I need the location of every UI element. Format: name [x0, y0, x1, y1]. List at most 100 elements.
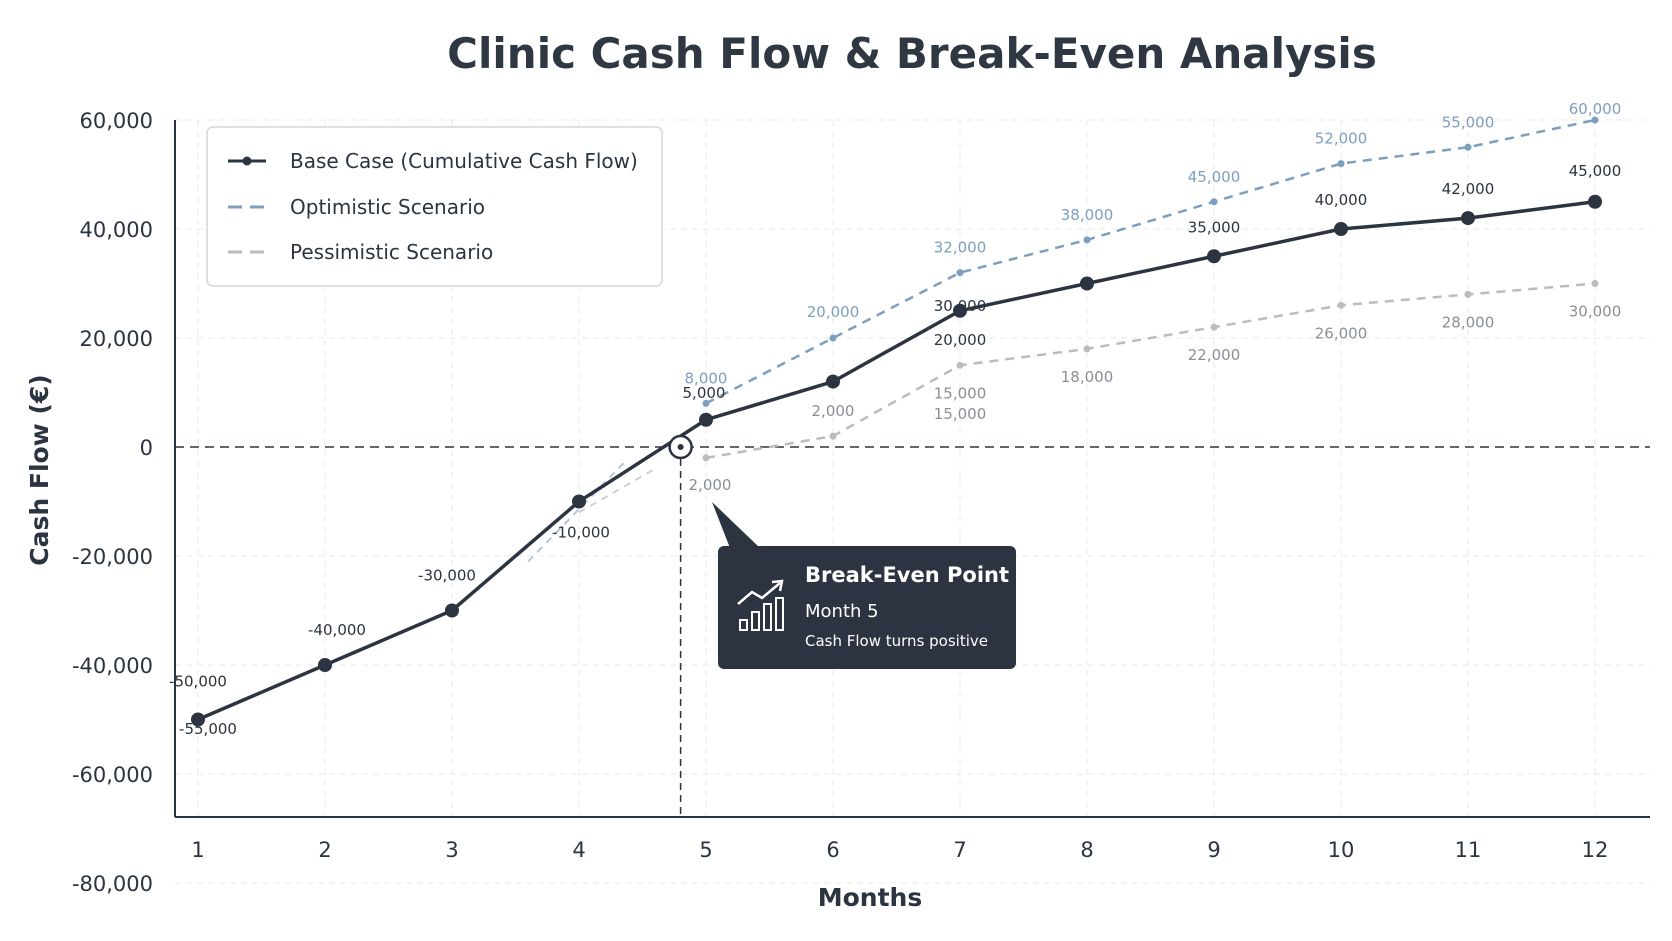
callout-pointer: [712, 502, 760, 548]
y-tick-label: 40,000: [80, 218, 153, 242]
base-case-point: [1588, 194, 1602, 209]
x-tick-label: 10: [1328, 838, 1355, 862]
icon-bar: [751, 611, 760, 631]
x-tick-label: 12: [1582, 838, 1609, 862]
y-axis-label: Cash Flow (€): [25, 374, 54, 565]
icon-bar: [763, 603, 772, 631]
break-even-callout: Break-Even Point Month 5 Cash Flow turns p…: [712, 502, 1016, 669]
x-tick-label: 11: [1455, 838, 1482, 862]
base-case-point: [826, 374, 840, 389]
icon-arrow-head: [771, 579, 784, 592]
pessimistic-data-label: 22,000: [1188, 346, 1241, 364]
optimistic-data-label: 38,000: [1061, 206, 1114, 224]
callout-title: Break-Even Point: [805, 563, 1009, 587]
base-case-data-label: 30,000: [934, 297, 987, 315]
y-tick-label: 0: [140, 436, 153, 460]
pessimistic-point: [1083, 345, 1091, 353]
pessimistic-extra-label: 15,000: [934, 405, 987, 423]
icon-bar: [775, 597, 784, 631]
base-case-data-label: 5,000: [683, 384, 726, 402]
base-case-data-label: 20,000: [934, 331, 987, 349]
icon-bar: [739, 619, 748, 631]
optimistic-point: [1591, 116, 1599, 124]
x-axis-label: Months: [818, 883, 922, 912]
base-case-data-label: -40,000: [308, 621, 366, 639]
x-tick-label: 1: [191, 838, 204, 862]
optimistic-data-label: 20,000: [807, 303, 860, 321]
base-case-point: [445, 603, 459, 618]
callout-note: Cash Flow turns positive: [805, 632, 988, 650]
base-case-data-label: 42,000: [1442, 180, 1495, 198]
optimistic-data-label: 45,000: [1188, 168, 1241, 186]
base-case-point: [318, 658, 332, 672]
x-tick-label: 4: [572, 838, 585, 862]
series-layer: [191, 116, 1602, 817]
optimistic-point: [1083, 236, 1091, 244]
break-even-marker-dot: [677, 444, 684, 450]
pessimistic-point: [1591, 280, 1599, 287]
pessimistic-lead-in: [578, 467, 656, 514]
chart-title: Clinic Cash Flow & Break-Even Analysis: [447, 29, 1377, 78]
y-tick-label: -80,000: [72, 872, 153, 896]
base-case-data-label: 45,000: [1569, 162, 1622, 180]
optimistic-point: [1464, 143, 1472, 151]
legend: Base Case (Cumulative Cash Flow) Optimist…: [206, 126, 663, 287]
y-tick-label: -40,000: [72, 654, 153, 678]
pessimistic-point: [829, 432, 837, 440]
base-case-data-label: 35,000: [1188, 218, 1241, 236]
pessimistic-point: [702, 454, 710, 462]
legend-swatch-marker: [242, 156, 252, 166]
optimistic-series-line: [705, 118, 1596, 405]
x-tick-label: 3: [445, 838, 458, 862]
y-tick-label: -60,000: [72, 763, 153, 787]
base-case-data-label: -10,000: [552, 524, 610, 542]
pessimistic-series-line: [705, 282, 1596, 460]
optimistic-point: [702, 399, 710, 407]
pessimistic-data-label: 2,000: [689, 476, 732, 494]
pessimistic-data-label: 15,000: [934, 384, 987, 402]
chart-growth-icon: [737, 579, 784, 631]
optimistic-data-label: 60,000: [1569, 100, 1622, 118]
optimistic-data-label: 55,000: [1442, 113, 1495, 131]
base-case-point: [191, 712, 205, 727]
icon-arrow-line: [737, 582, 781, 605]
base-case-point: [572, 494, 586, 509]
y-tick-label: 20,000: [80, 327, 153, 351]
optimistic-point: [1337, 160, 1345, 168]
pessimistic-point: [1210, 323, 1218, 331]
y-tick-label: -20,000: [72, 545, 153, 569]
pessimistic-data-label: 2,000: [812, 402, 855, 420]
y-tick-label: 60,000: [80, 109, 153, 133]
base-case-data-label: 40,000: [1315, 191, 1368, 209]
optimistic-data-label: 8,000: [685, 369, 728, 387]
pessimistic-point: [1337, 301, 1345, 309]
optimistic-point: [956, 269, 964, 277]
legend-label: Pessimistic Scenario: [290, 240, 493, 264]
pessimistic-point: [956, 361, 964, 369]
pessimistic-data-label: -55,000: [179, 720, 237, 738]
pessimistic-data-label: 28,000: [1442, 313, 1495, 331]
base-case-series-line: [197, 200, 1596, 722]
callout-box: [718, 546, 1016, 669]
optimistic-lead-in: [527, 462, 625, 563]
optimistic-point: [1210, 198, 1218, 206]
base-case-point: [1334, 222, 1348, 236]
x-tick-label: 6: [826, 838, 839, 862]
pessimistic-data-label: 26,000: [1315, 324, 1368, 342]
pessimistic-point: [1464, 290, 1472, 298]
axes: 60,000 40,000 20,000 0 -20,000 -40,000 -60,000…: [72, 109, 1650, 896]
data-labels: -50,000 -40,000 -30,000 -10,000 5,000 30,000 3…: [169, 100, 1621, 738]
base-case-point: [953, 303, 967, 318]
legend-box: [206, 126, 663, 287]
base-case-point: [1461, 211, 1475, 226]
optimistic-data-label: 32,000: [934, 239, 987, 257]
optimistic-point: [829, 334, 837, 342]
base-case-point: [1080, 276, 1094, 291]
x-tick-label: 9: [1207, 838, 1220, 862]
legend-label: Optimistic Scenario: [290, 195, 485, 219]
base-case-point: [699, 412, 713, 427]
base-case-point: [1207, 249, 1221, 264]
pessimistic-data-label: 18,000: [1061, 368, 1114, 386]
x-tick-label: 7: [953, 838, 966, 862]
